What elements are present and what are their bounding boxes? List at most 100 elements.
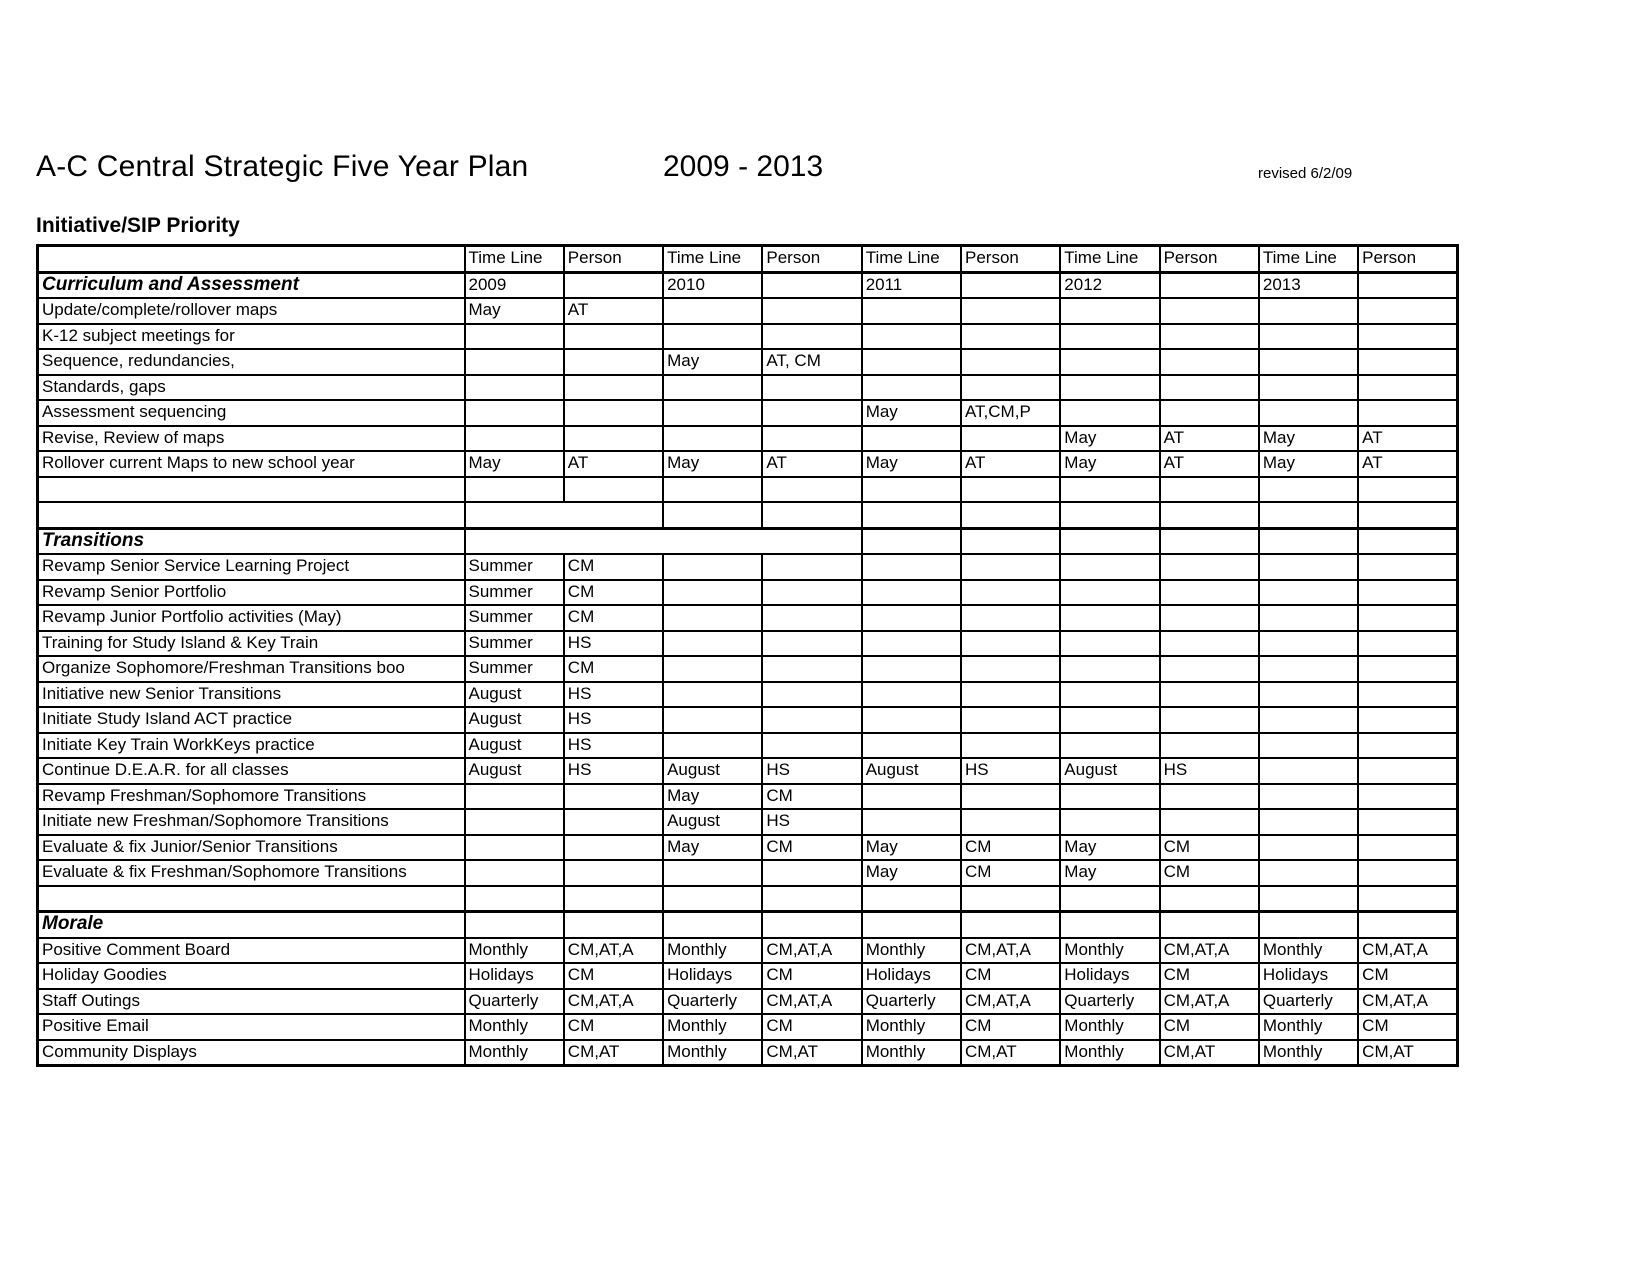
timeline-cell: Summer (463, 578, 565, 606)
timeline-cell (1257, 655, 1360, 683)
table-row: Positive Email Monthly CM Monthly CM Monthly C… (36, 1013, 1459, 1041)
person-cell: CM (1357, 1013, 1459, 1041)
row-label: Standards, gaps (36, 373, 466, 401)
person-cell (761, 553, 863, 581)
person-cell: CM,AT (1158, 1038, 1260, 1067)
timeline-cell: Monthly (463, 1038, 565, 1067)
person-cell: CM (1357, 962, 1459, 990)
row-label: Positive Email (36, 1013, 466, 1041)
person-cell: AT (1357, 424, 1459, 452)
row-label: Initiate Key Train WorkKeys practice (36, 731, 466, 759)
table-row: Community Displays Monthly CM,AT Monthly CM,… (36, 1038, 1459, 1067)
row-label (36, 501, 466, 529)
table-row: Staff Outings Quarterly CM,AT,A Quarterly CM… (36, 987, 1459, 1015)
person-cell (1158, 655, 1260, 683)
timeline-cell: May (860, 399, 962, 427)
person-cell (761, 475, 863, 503)
person-cell: CM,AT (959, 1038, 1062, 1067)
person-cell (959, 501, 1062, 529)
timeline-cell: Monthly (463, 936, 565, 964)
timeline-cell (1059, 322, 1161, 350)
section-row: Morale (36, 910, 1459, 939)
timeline-cell (1059, 348, 1161, 376)
timeline-cell (662, 706, 764, 734)
timeline-cell: Monthly (1059, 936, 1161, 964)
person-cell (1158, 578, 1260, 606)
timeline-column-header: Time Line (463, 244, 565, 274)
empty-row (36, 501, 1459, 529)
timeline-cell (463, 833, 565, 861)
timeline-cell: May (860, 833, 962, 861)
person-cell: CM,AT,A (562, 936, 665, 964)
person-cell (761, 501, 863, 529)
person-cell (761, 910, 863, 939)
timeline-cell (662, 475, 764, 503)
timeline-cell (860, 629, 962, 657)
person-column-header: Person (1357, 244, 1459, 274)
table-row: Revamp Freshman/Sophomore Transitions May… (36, 782, 1459, 810)
person-cell: CM,AT (1357, 1038, 1459, 1067)
person-cell (959, 706, 1062, 734)
timeline-cell: May (860, 859, 962, 887)
timeline-cell (1059, 553, 1161, 581)
person-cell (761, 859, 863, 887)
timeline-cell (1257, 859, 1360, 887)
person-cell: CM,AT,A (761, 987, 863, 1015)
person-cell (562, 808, 665, 836)
person-cell (959, 680, 1062, 708)
table-row: K-12 subject meetings for (36, 322, 1459, 350)
person-cell: HS (761, 757, 863, 785)
timeline-cell: Monthly (860, 1013, 962, 1041)
row-label: Revamp Senior Service Learning Project (36, 553, 466, 581)
timeline-cell (662, 604, 764, 632)
person-cell (1357, 655, 1459, 683)
timeline-cell (463, 859, 565, 887)
person-cell: CM (1158, 1013, 1260, 1041)
timeline-cell: Monthly (1257, 1013, 1360, 1041)
timeline-cell (1257, 629, 1360, 657)
timeline-cell: Monthly (1257, 1038, 1360, 1067)
timeline-cell: May (463, 450, 565, 478)
person-cell (1357, 808, 1459, 836)
table-row: Standards, gaps (36, 373, 1459, 401)
person-cell (1357, 348, 1459, 376)
row-label: Revamp Senior Portfolio (36, 578, 466, 606)
timeline-cell (662, 731, 764, 759)
timeline-cell (860, 884, 962, 913)
timeline-cell (463, 782, 565, 810)
timeline-cell (1059, 526, 1161, 555)
timeline-cell: August (463, 706, 565, 734)
person-cell: CM,AT,A (959, 987, 1062, 1015)
table-row: Initiative new Senior Transitions August H… (36, 680, 1459, 708)
timeline-cell: Quarterly (1257, 987, 1360, 1015)
merged-cell (463, 526, 863, 555)
timeline-cell: Summer (463, 553, 565, 581)
person-cell: CM (761, 782, 863, 810)
timeline-cell: Monthly (662, 936, 764, 964)
person-cell: CM,AT (562, 1038, 665, 1067)
timeline-cell: 2013 (1257, 270, 1360, 299)
person-cell (959, 270, 1062, 299)
table-row: Positive Comment Board Monthly CM,AT,A Mont… (36, 936, 1459, 964)
timeline-cell: August (463, 680, 565, 708)
timeline-cell (662, 424, 764, 452)
person-cell (1357, 270, 1459, 299)
person-cell (1357, 859, 1459, 887)
timeline-cell (1059, 884, 1161, 913)
person-cell (1357, 757, 1459, 785)
timeline-cell (1059, 782, 1161, 810)
person-cell (1357, 373, 1459, 401)
person-cell (562, 782, 665, 810)
person-cell (1158, 629, 1260, 657)
table-row: Assessment sequencing May AT,CM,P (36, 399, 1459, 427)
person-cell (562, 424, 665, 452)
timeline-cell: May (1059, 833, 1161, 861)
timeline-cell: 2010 (662, 270, 764, 299)
person-cell (562, 833, 665, 861)
timeline-cell (860, 475, 962, 503)
timeline-cell (1257, 706, 1360, 734)
person-cell (761, 706, 863, 734)
person-column-header: Person (959, 244, 1062, 274)
table-heading: Initiative/SIP Priority (36, 214, 240, 237)
section-label: Curriculum and Assessment (36, 270, 466, 299)
